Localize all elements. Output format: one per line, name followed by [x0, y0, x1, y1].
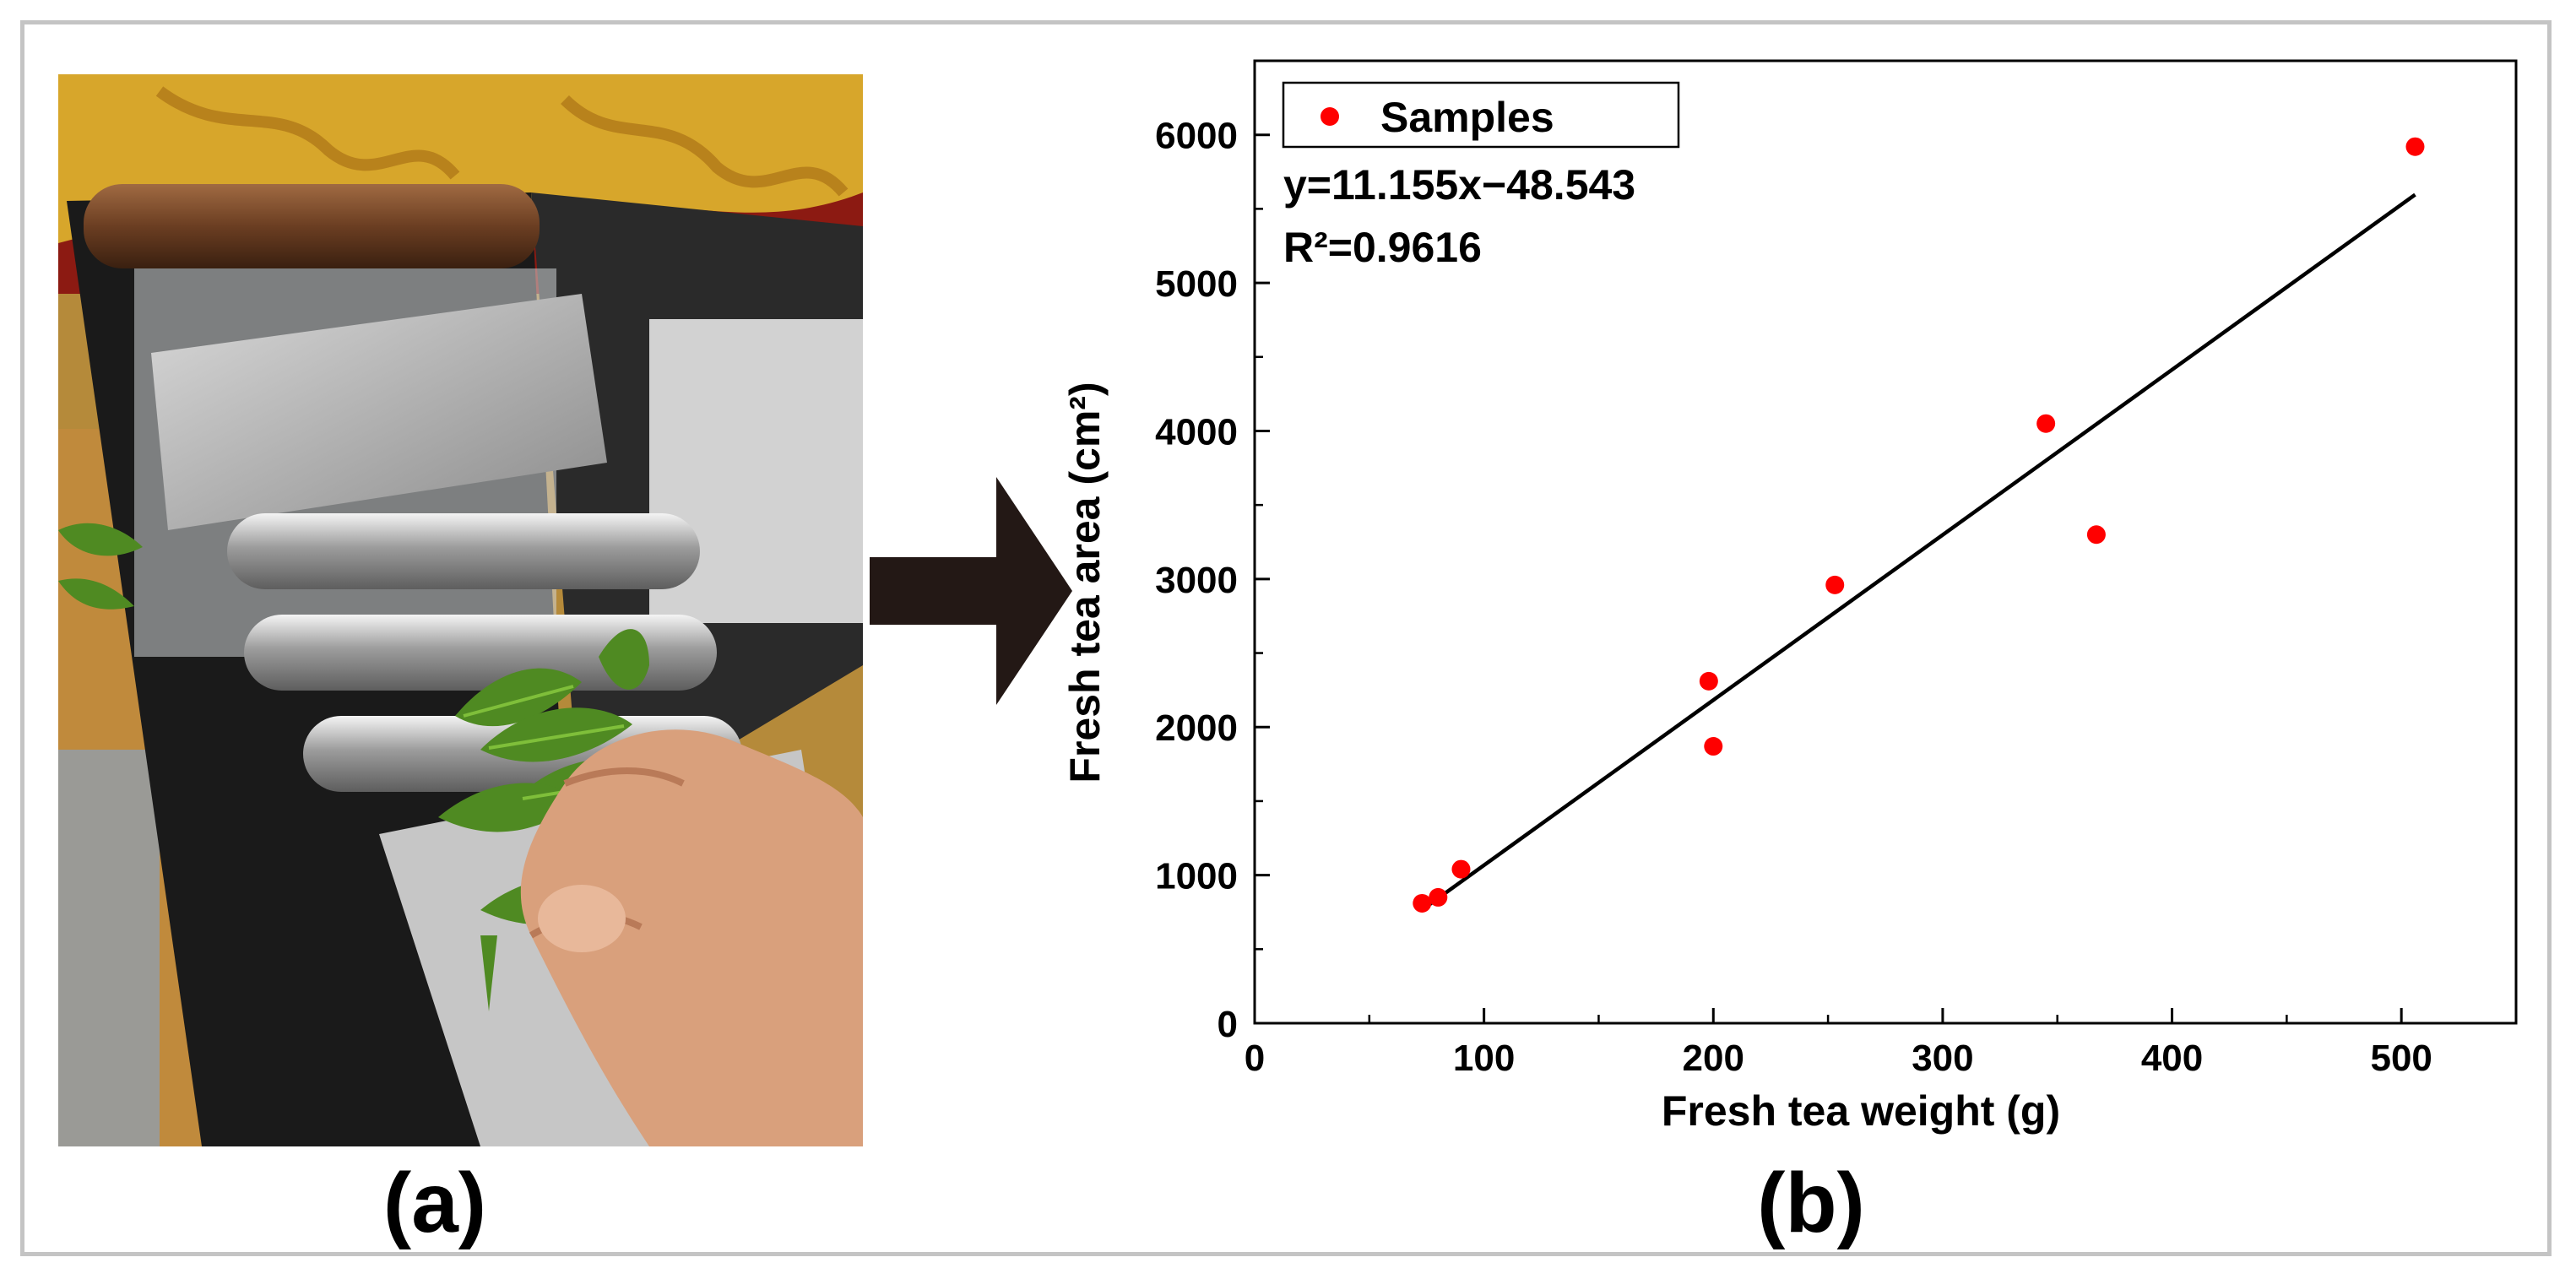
x-tick-label: 200	[1683, 1038, 1744, 1079]
y-axis-title: Fresh tea area (cm²)	[1061, 382, 1109, 783]
data-point	[1704, 737, 1723, 756]
data-point	[1699, 671, 1718, 691]
fit-line-layer	[1420, 192, 2416, 912]
data-point	[2405, 137, 2425, 156]
data-point	[1413, 893, 1432, 913]
data-point	[1825, 575, 1845, 594]
photo-illustration	[58, 74, 863, 1146]
legend-marker-samples	[1321, 107, 1339, 126]
y-tick-label: 2000	[1155, 707, 1238, 749]
arrow-shape	[870, 477, 1072, 705]
scatter-chart: 0 100 200 300 400 500010002000300040005000600…	[1061, 59, 2518, 1135]
plot-frame	[1253, 59, 2518, 1025]
r-squared: R²=0.9616	[1283, 224, 1482, 271]
x-axis-title: Fresh tea weight (g)	[1662, 1087, 2060, 1135]
x-tick-label: 500	[2370, 1038, 2432, 1079]
y-tick-label: 4000	[1155, 411, 1238, 453]
legend-box	[1282, 81, 1680, 149]
fit-equation: y=11.155x−48.543	[1283, 161, 1635, 209]
x-tick-label: 400	[2141, 1038, 2203, 1079]
data-point	[2036, 414, 2056, 433]
fit-line	[1420, 192, 2416, 912]
y-tick-label: 6000	[1155, 116, 1238, 157]
axis-layer: 0 100 200 300 400 500010002000300040005000600…	[1155, 59, 2518, 1079]
x-tick-label: 300	[1912, 1038, 1973, 1079]
points-layer	[1413, 137, 2425, 913]
y-tick-label: 1000	[1155, 856, 1238, 897]
data-point	[1451, 859, 1471, 879]
x-tick-label: 0	[1245, 1038, 1265, 1079]
legend: Samples	[1282, 81, 1680, 149]
x-tick-label: 100	[1453, 1038, 1515, 1079]
data-point	[1429, 887, 1448, 907]
tea-measurement-photo	[58, 74, 863, 1146]
y-tick-label: 0	[1217, 1004, 1238, 1045]
y-tick-label: 3000	[1155, 560, 1238, 601]
right-arrow-icon	[870, 477, 1072, 705]
panel-label-a: (a)	[382, 1156, 487, 1250]
panel-label-b: (b)	[1757, 1156, 1865, 1250]
legend-label-samples: Samples	[1380, 94, 1554, 141]
y-tick-label: 5000	[1155, 263, 1238, 305]
data-point	[2086, 525, 2106, 545]
